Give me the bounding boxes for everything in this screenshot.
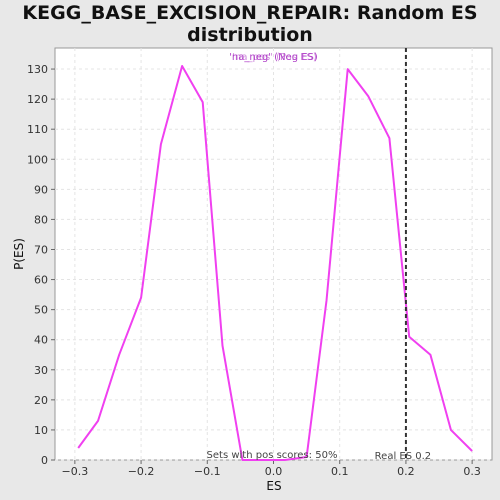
chart-title-line1: KEGG_BASE_EXCISION_REPAIR: Random ES [22,2,478,24]
y-tick-label: 60 [34,274,48,287]
y-tick-label: 30 [34,364,48,377]
legend: 'na_neg' (Neg ES)'na_pos' (Pos ES) [229,52,318,63]
pos-scores-annotation: Sets with pos scores: 50% [207,450,338,461]
reference-layer: Real ES 0.2 [375,48,431,462]
legend-entry: 'na_neg' (Neg ES) [229,52,318,63]
y-tick-label: 120 [27,93,48,106]
y-tick-label: 70 [34,243,48,256]
y-tick-label: 10 [34,424,48,437]
y-axis-label: P(ES) [12,238,26,270]
x-tick-label: −0.1 [194,465,221,478]
x-tick-label: 0.1 [331,465,349,478]
y-tick-label: 130 [27,63,48,76]
x-tick-label: −0.3 [62,465,89,478]
y-tick-label: 90 [34,183,48,196]
legend-entry: 'na_pos' (Pos ES) [232,52,317,63]
chart-title-line2: distribution [187,24,313,46]
x-tick-label: 0.0 [265,465,283,478]
y-tick-label: 40 [34,334,48,347]
x-tick-label: 0.2 [397,465,415,478]
axis-layer: 0 10 20 30 40 50 60 70 80 90 100 110 120 130 −0.3 −0.2 −… [27,63,481,478]
x-tick-label: 0.3 [463,465,481,478]
chart-title: KEGG_BASE_EXCISION_REPAIR: Random ES dis… [0,2,500,46]
y-tick-label: 50 [34,304,48,317]
y-tick-label: 0 [41,454,48,467]
y-tick-label: 80 [34,213,48,226]
real-es-label: Real ES 0.2 [375,451,431,462]
x-axis-label: ES [266,479,281,493]
x-tick-label: −0.2 [128,465,155,478]
y-tick-label: 110 [27,123,48,136]
y-tick-label: 20 [34,394,48,407]
y-tick-label: 100 [27,153,48,166]
